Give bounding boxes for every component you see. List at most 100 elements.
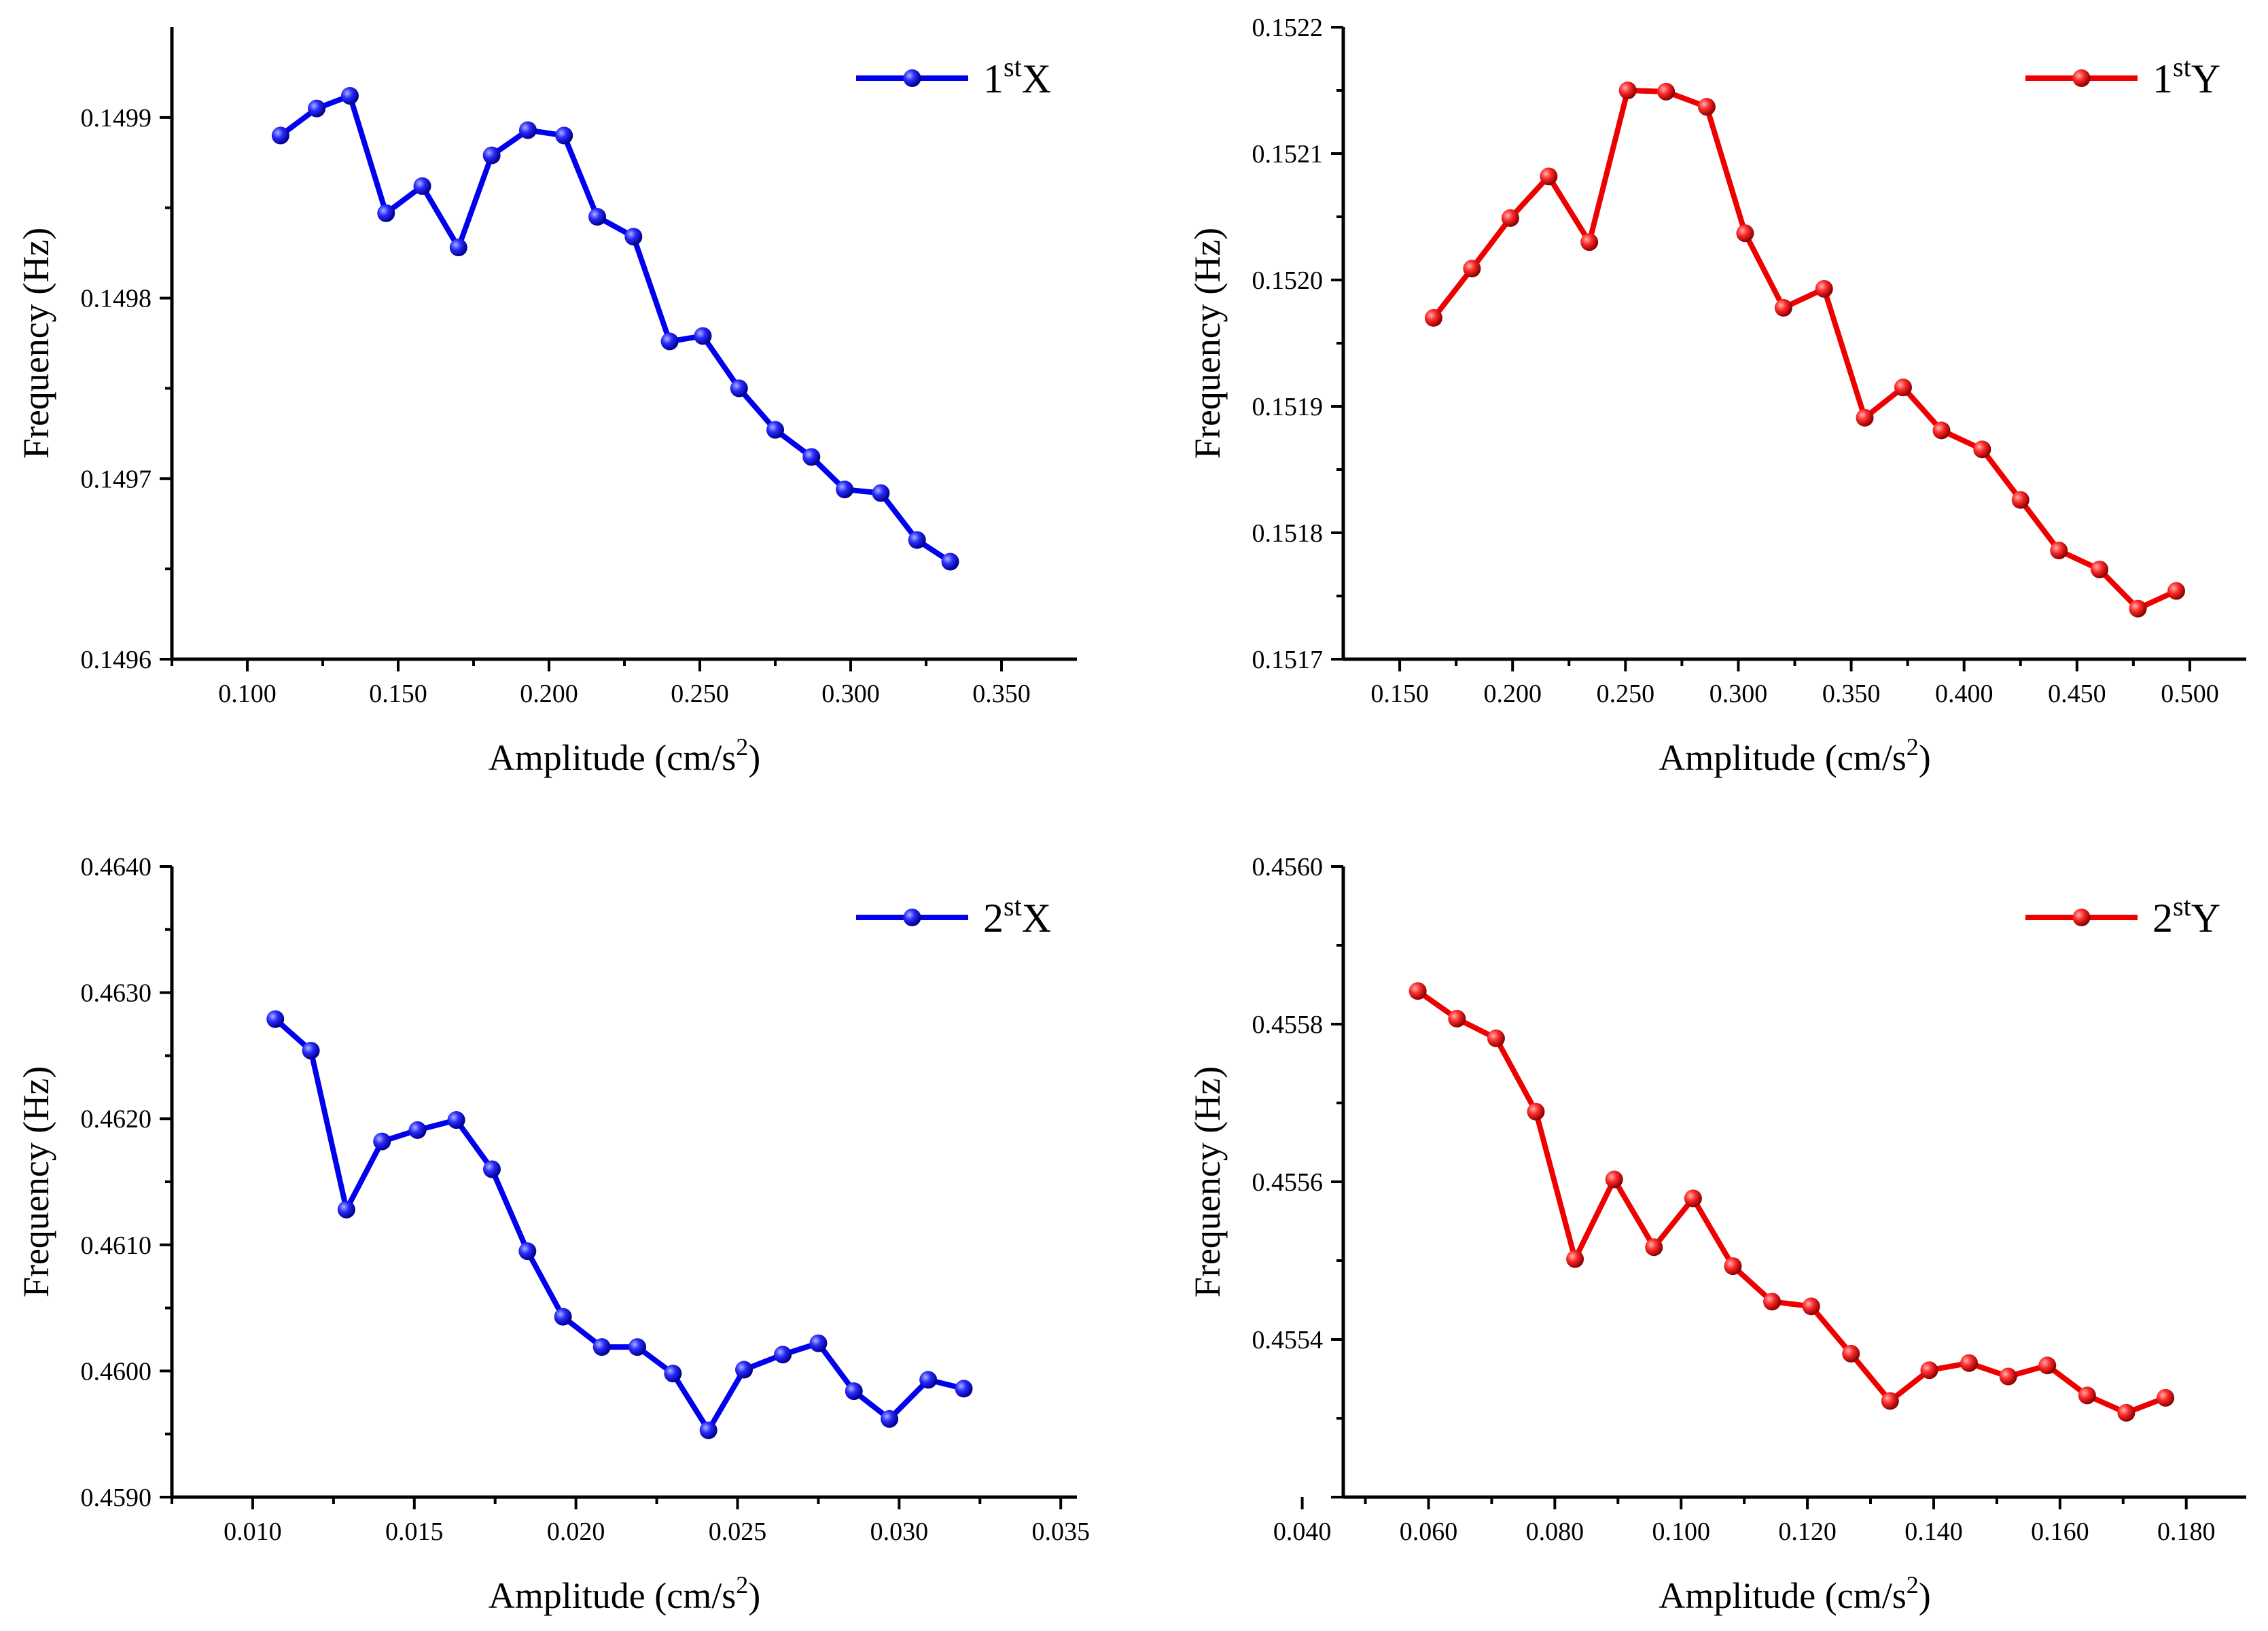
x-axis-title-main: Amplitude (cm/s — [489, 1575, 736, 1616]
data-point — [1645, 1238, 1663, 1257]
x-tick-label: 0.015 — [385, 1518, 444, 1546]
data-point — [2091, 560, 2109, 578]
x-axis-title-main: Amplitude (cm/s — [489, 737, 736, 778]
x-axis-title-exponent: 2 — [1907, 733, 1919, 760]
x-axis-title: Amplitude (cm/s2) — [489, 1571, 760, 1616]
data-point — [1527, 1102, 1545, 1121]
x-tick-label: 0.140 — [1904, 1518, 1963, 1546]
x-tick-label: 0.060 — [1400, 1518, 1458, 1546]
data-point — [1605, 1170, 1623, 1189]
data-point — [373, 1132, 391, 1151]
x-tick-label: 0.020 — [547, 1518, 605, 1546]
data-point — [1894, 379, 1912, 397]
data-point — [802, 448, 821, 466]
y-axis-title: Frequency (Hz) — [16, 228, 56, 459]
legend-label-superscript: st — [2173, 891, 2191, 922]
x-axis-title-main: Amplitude (cm/s — [1659, 1575, 1906, 1616]
legend-label-superscript: st — [1004, 52, 1022, 82]
legend-label-axis: X — [1022, 896, 1051, 941]
data-point — [1736, 224, 1754, 243]
y-tick-label: 0.1521 — [1252, 140, 1324, 169]
x-tick-label: 0.500 — [2161, 680, 2219, 708]
data-point — [941, 553, 959, 571]
x-tick-label: 0.010 — [224, 1518, 282, 1546]
data-point — [845, 1382, 863, 1401]
chart-panel-2st-x: 0.4590 0.4600 0.4610 0.4620 0.4630 0.4640 0.01… — [16, 853, 1090, 1616]
data-point — [1566, 1250, 1584, 1268]
chart-panel-2st-y: 0.4554 0.4556 0.4558 0.4560 0.040 0.060 0.080 0… — [1187, 853, 2246, 1616]
data-point — [2078, 1386, 2096, 1405]
data-point — [660, 332, 679, 351]
data-point — [774, 1346, 792, 1364]
y-axis-title: Frequency (Hz) — [1187, 1066, 1228, 1297]
legend-marker — [2072, 69, 2091, 87]
y-tick-label: 0.1498 — [81, 285, 152, 313]
x-tick-label: 0.180 — [2157, 1518, 2216, 1546]
legend-marker — [903, 909, 921, 926]
legend-marker — [903, 69, 921, 87]
x-axis-title-exponent: 2 — [736, 1571, 748, 1598]
x-axis-title: Amplitude (cm/s2) — [1659, 733, 1930, 778]
data-point — [1540, 167, 1558, 186]
data-point — [1580, 233, 1599, 251]
data-point — [735, 1361, 754, 1379]
x-tick-label: 0.200 — [520, 680, 578, 708]
y-tick-label: 0.4620 — [81, 1105, 152, 1134]
data-point — [955, 1380, 973, 1398]
data-point — [1724, 1257, 1742, 1276]
x-tick-label: 0.200 — [1483, 680, 1542, 708]
x-tick-label: 0.350 — [1822, 680, 1881, 708]
data-point — [1815, 280, 1833, 298]
data-point — [555, 126, 573, 145]
y-tick-label: 0.4558 — [1252, 1011, 1324, 1039]
legend-label: 1stX — [983, 52, 1051, 101]
chart-panel-1st-y: 0.1517 0.1518 0.1519 0.1520 0.1521 0.1522 0.15… — [1187, 14, 2246, 778]
data-point — [482, 146, 501, 164]
data-point — [664, 1365, 682, 1383]
x-axis-title-close: ) — [748, 1575, 760, 1616]
y-tick-label: 0.4630 — [81, 979, 152, 1008]
data-point — [730, 379, 748, 398]
data-point — [588, 208, 607, 226]
x-tick-label: 0.150 — [369, 680, 427, 708]
x-axis-title-close: ) — [748, 737, 760, 778]
data-point — [271, 126, 289, 145]
y-tick-label: 0.1518 — [1252, 519, 1324, 548]
y-tick-label: 0.1517 — [1252, 646, 1324, 674]
y-tick-label: 0.4590 — [81, 1484, 152, 1512]
x-tick-label: 0.100 — [1652, 1518, 1710, 1546]
x-tick-label: 0.300 — [1709, 680, 1768, 708]
x-axis-title: Amplitude (cm/s2) — [1659, 1571, 1930, 1616]
data-point — [266, 1010, 285, 1028]
data-point — [766, 421, 784, 439]
data-point — [919, 1371, 938, 1389]
data-point — [337, 1200, 355, 1218]
x-tick-label: 0.250 — [1597, 680, 1655, 708]
series-line-1stY — [1431, 88, 2178, 612]
x-axis-title-main: Amplitude (cm/s — [1659, 737, 1906, 778]
data-point — [1960, 1354, 1979, 1372]
data-point — [308, 99, 326, 118]
y-tick-label: 0.4560 — [1252, 853, 1324, 881]
legend-label-number: 2 — [983, 896, 1004, 941]
data-point — [340, 86, 359, 105]
data-point — [836, 480, 854, 499]
legend-marker — [2072, 909, 2091, 926]
data-point — [518, 1242, 537, 1261]
x-tick-label: 0.150 — [1370, 680, 1429, 708]
x-tick-label: 0.450 — [2048, 680, 2106, 708]
data-point — [2167, 582, 2186, 600]
y-tick-label: 0.1520 — [1252, 266, 1324, 295]
data-point — [592, 1338, 611, 1356]
data-point — [809, 1334, 828, 1352]
legend-label-number: 2 — [2152, 896, 2173, 941]
data-point — [628, 1338, 647, 1356]
y-tick-label: 0.4640 — [81, 853, 152, 881]
data-point — [624, 228, 643, 246]
data-point — [1448, 1009, 1466, 1028]
data-point — [2157, 1388, 2175, 1407]
data-point — [413, 177, 431, 195]
x-tick-label: 0.035 — [1031, 1518, 1090, 1546]
data-point — [1932, 421, 1951, 440]
y-tick-label: 0.4600 — [81, 1357, 152, 1386]
